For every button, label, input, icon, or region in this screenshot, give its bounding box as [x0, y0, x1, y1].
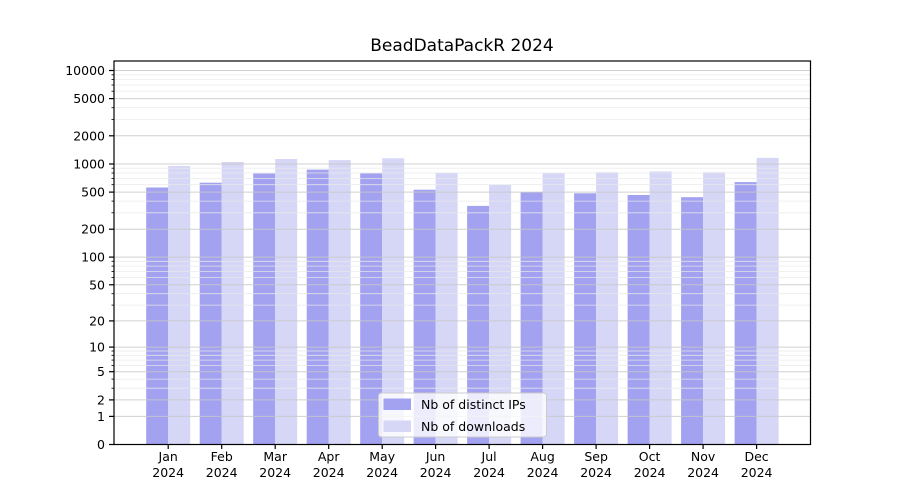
legend-label-downloads: Nb of downloads — [421, 419, 525, 434]
bar-distinct-ips-oct — [627, 195, 650, 445]
y-tick-label: 1000 — [73, 157, 105, 172]
grid-layer — [114, 70, 811, 417]
bar-downloads-jul — [489, 184, 512, 445]
y-tick-label: 5000 — [73, 91, 105, 106]
bar-downloads-aug — [542, 173, 565, 445]
y-tick-label: 10 — [89, 340, 105, 355]
legend: Nb of distinct IPs Nb of downloads — [378, 392, 547, 438]
x-tick-label: Feb 2024 — [206, 449, 238, 480]
bar-distinct-ips-mar — [253, 173, 276, 445]
x-tick-label: Oct 2024 — [634, 449, 666, 480]
x-tick-label: Sep 2024 — [580, 449, 612, 480]
bar-distinct-ips-feb — [199, 182, 222, 445]
chart-title: BeadDataPackR 2024 — [370, 36, 554, 56]
bar-distinct-ips-jul — [467, 205, 490, 445]
bar-distinct-ips-apr — [306, 169, 329, 445]
y-tick-label: 20 — [89, 313, 105, 328]
x-tick-label: Dec 2024 — [741, 449, 773, 480]
bar-distinct-ips-dec — [734, 182, 757, 445]
legend-label-distinct-ips: Nb of distinct IPs — [421, 397, 526, 412]
y-tick-label: 0 — [97, 437, 105, 452]
y-tick-label: 2000 — [73, 128, 105, 143]
x-tick-label: Aug 2024 — [527, 449, 559, 480]
bar-distinct-ips-aug — [520, 192, 543, 445]
x-tick-label: Mar 2024 — [259, 449, 291, 480]
y-tick-label: 5 — [97, 364, 105, 379]
x-tick-label: Jul 2024 — [473, 449, 505, 480]
y-tick-label: 100 — [81, 250, 105, 265]
axes-layer: 0 1 2 5 10 20 50 100 200 500 1000 2000 5000 10000 Jan 2… — [65, 60, 812, 480]
bar-downloads-jun — [435, 172, 458, 445]
y-tick-label: 500 — [81, 185, 105, 200]
bar-distinct-ips-jan — [146, 187, 169, 445]
legend-box — [378, 392, 547, 438]
x-tick-label: Jun 2024 — [420, 449, 452, 480]
bar-downloads-sep — [596, 172, 619, 445]
bar-downloads-mar — [275, 159, 298, 445]
bar-distinct-ips-jun — [413, 189, 436, 445]
bar-downloads-apr — [328, 160, 351, 445]
x-tick-label: Nov 2024 — [687, 449, 719, 480]
y-tick-label: 2 — [97, 392, 105, 407]
x-tick-label: Apr 2024 — [313, 449, 345, 480]
y-tick-label: 200 — [81, 222, 105, 237]
legend-swatch-distinct-ips — [383, 398, 411, 410]
x-tick-label: Jan 2024 — [152, 449, 184, 480]
legend-swatch-downloads — [383, 420, 411, 432]
bar-downloads-oct — [649, 171, 672, 445]
bar-downloads-feb — [221, 162, 244, 445]
bar-distinct-ips-may — [360, 173, 383, 445]
y-tick-label: 1 — [97, 409, 105, 424]
x-tick-label: May 2024 — [366, 449, 398, 480]
bar-distinct-ips-sep — [574, 193, 597, 445]
y-tick-label: 10000 — [65, 63, 105, 78]
y-tick-label: 50 — [89, 277, 105, 292]
bar-downloads-nov — [703, 172, 726, 445]
bar-downloads-may — [382, 158, 405, 445]
plot-frame — [113, 60, 812, 446]
